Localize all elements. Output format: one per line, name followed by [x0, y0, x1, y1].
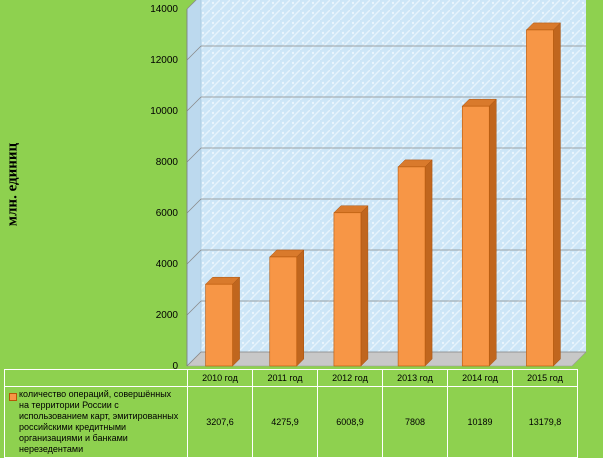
- bar-side: [553, 22, 561, 367]
- data-value: 7808: [382, 386, 448, 458]
- category-row: 2010 год 2011 год 2012 год 2013 год 2014…: [4, 369, 578, 387]
- gridline-side: [186, 0, 197, 10]
- gridline-side: [186, 249, 202, 265]
- bar: [333, 205, 369, 367]
- data-value: 3207,6: [187, 386, 253, 458]
- gridline-side: [186, 198, 202, 214]
- bar-side: [489, 98, 497, 367]
- data-value: 13179,8: [512, 386, 578, 458]
- y-tick-label: 6000: [156, 208, 179, 219]
- y-tick-label: 10000: [150, 106, 178, 117]
- bar-front: [461, 105, 490, 367]
- y-tick-label: 12000: [150, 55, 178, 66]
- bar-front: [269, 256, 298, 367]
- y-tick-label: 2000: [156, 310, 179, 321]
- data-value: 4275,9: [252, 386, 318, 458]
- bar: [397, 159, 433, 367]
- bar-side: [296, 249, 304, 367]
- gridline-side: [186, 300, 202, 316]
- y-tick-label: 4000: [156, 259, 179, 270]
- table-corner: [4, 369, 188, 387]
- category-label: 2015 год: [512, 369, 578, 387]
- category-label: 2014 год: [447, 369, 513, 387]
- gridline-side: [186, 45, 202, 61]
- bar-front: [333, 212, 362, 367]
- bar-front: [397, 166, 426, 367]
- bar-side: [232, 276, 240, 367]
- y-axis-label: млн. единиц: [4, 142, 21, 227]
- gridline-side: [186, 147, 202, 163]
- data-table: 2010 год 2011 год 2012 год 2013 год 2014…: [4, 369, 578, 458]
- gridline-side: [186, 96, 202, 112]
- category-label: 2012 год: [317, 369, 383, 387]
- bar: [461, 98, 497, 367]
- bar-front: [526, 29, 554, 367]
- bar-side: [424, 159, 433, 367]
- y-tick-label: 14000: [150, 4, 178, 15]
- y-tick-label: 0: [172, 361, 178, 372]
- back-wall: [201, 0, 586, 352]
- legend-swatch: [9, 393, 17, 401]
- gridline-side: [186, 351, 202, 367]
- category-label: 2013 год: [382, 369, 448, 387]
- category-label: 2011 год: [252, 369, 318, 387]
- category-label: 2010 год: [187, 369, 253, 387]
- value-row: количество операций, совершённых на терр…: [4, 386, 578, 458]
- data-value: 6008,9: [317, 386, 383, 458]
- bar-front: [205, 283, 233, 367]
- data-value: 10189: [447, 386, 513, 458]
- side-wall: [186, 0, 202, 367]
- bar: [204, 276, 241, 367]
- series-name: количество операций, совершённых на терр…: [19, 389, 179, 454]
- legend-entry: количество операций, совершённых на терр…: [4, 386, 188, 458]
- bar-side: [360, 205, 369, 367]
- bar: [525, 22, 562, 367]
- y-tick-label: 8000: [156, 157, 179, 168]
- bar: [269, 249, 305, 367]
